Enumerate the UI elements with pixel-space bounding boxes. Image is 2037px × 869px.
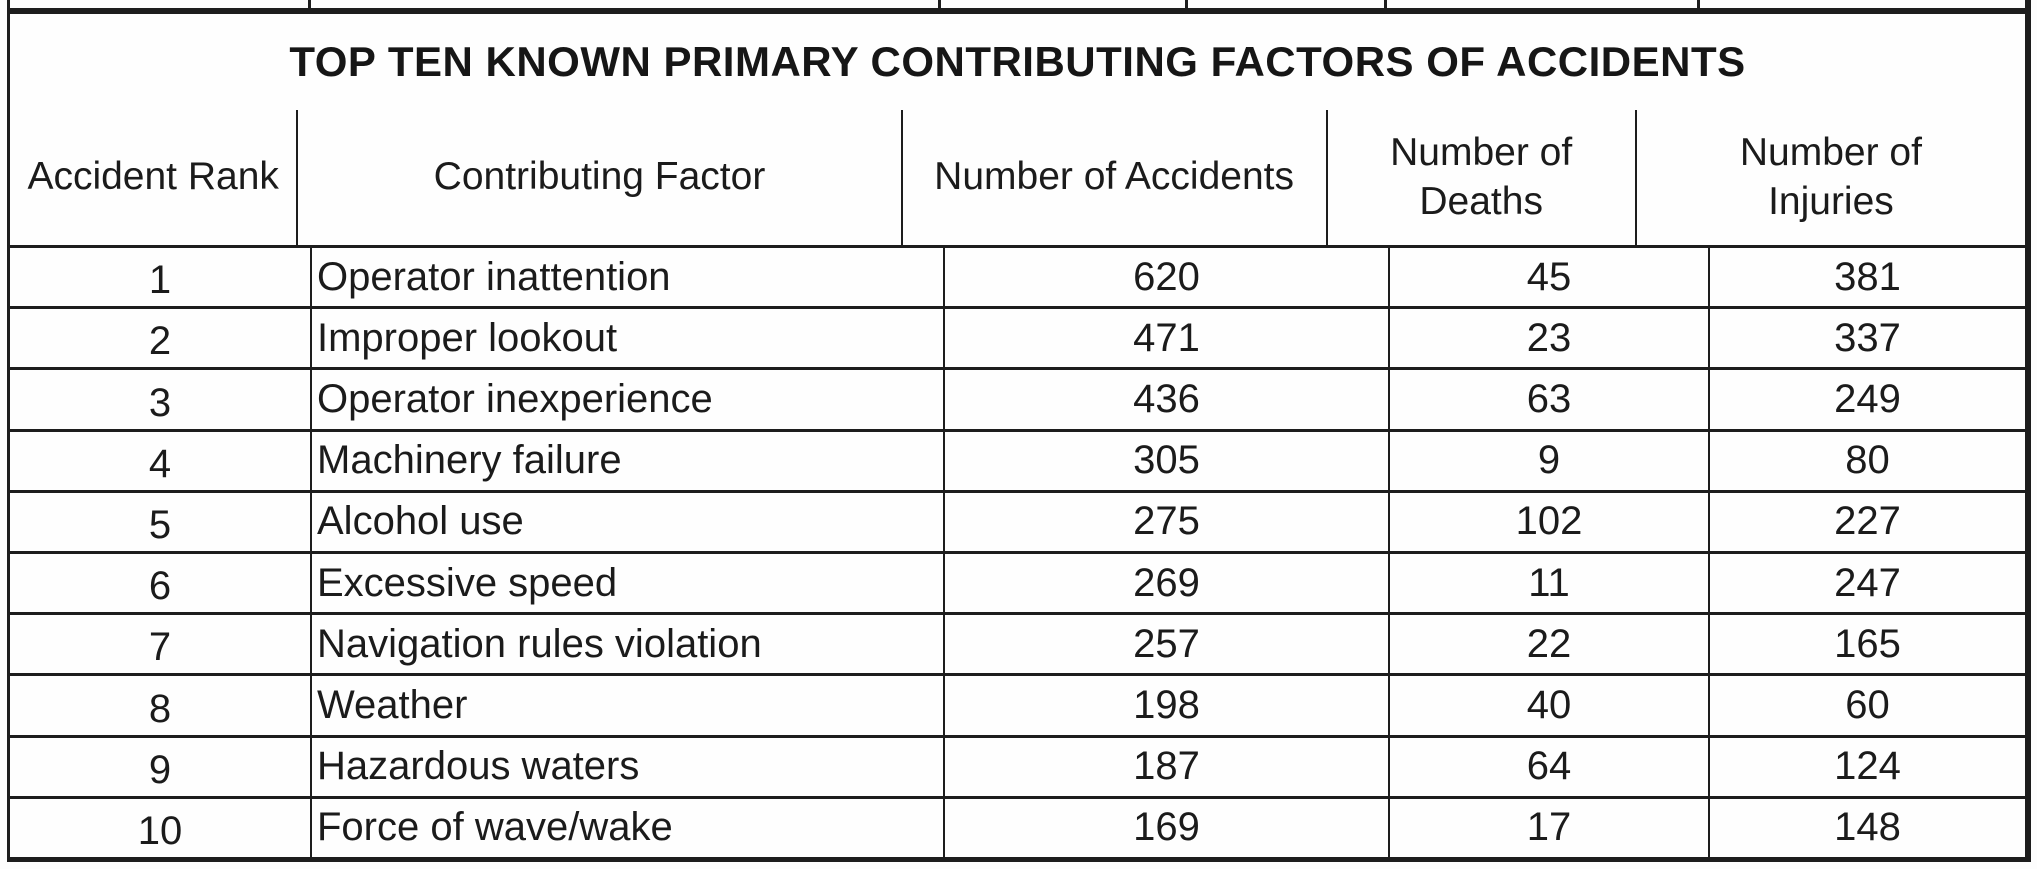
cell-accidents: 257 xyxy=(943,615,1388,674)
cell-factor: Operator inexperience xyxy=(310,370,943,429)
cell-deaths: 23 xyxy=(1388,309,1708,368)
cell-factor: Alcohol use xyxy=(310,492,943,552)
table-row: 2 Improper lookout 471 23 337 xyxy=(10,306,2025,368)
cell-rank: 5 xyxy=(148,502,172,547)
table-row: 7 Navigation rules violation 257 22 165 xyxy=(10,612,2025,674)
table-header-row: Accident Rank Contributing Factor Number… xyxy=(10,110,2025,245)
cell-accidents: 436 xyxy=(943,370,1388,429)
cell-rank: 1 xyxy=(148,258,172,303)
cell-accidents: 471 xyxy=(943,309,1388,368)
cell-accidents: 187 xyxy=(943,737,1388,796)
table-title: TOP TEN KNOWN PRIMARY CONTRIBUTING FACTO… xyxy=(289,38,1746,85)
table-row: 8 Weather 198 40 60 xyxy=(10,673,2025,735)
remnant-divider xyxy=(1697,0,1700,9)
cell-deaths: 22 xyxy=(1388,615,1708,674)
cell-accidents: 305 xyxy=(943,431,1388,490)
cell-factor: Excessive speed xyxy=(310,554,943,613)
remnant-divider xyxy=(1384,0,1387,9)
cell-factor: Hazardous waters xyxy=(310,737,943,796)
table-row: 1 Operator inattention 620 45 381 xyxy=(10,245,2025,307)
cell-factor: Weather xyxy=(310,676,943,735)
column-header-contributing-factor: Contributing Factor xyxy=(296,110,900,245)
cell-rank: 6 xyxy=(148,564,172,609)
remnant-divider xyxy=(308,0,311,9)
cell-deaths: 9 xyxy=(1388,431,1708,490)
cell-injuries: 148 xyxy=(1708,798,2025,858)
cell-injuries: 124 xyxy=(1708,737,2025,796)
cell-factor: Improper lookout xyxy=(310,309,943,368)
remnant-left-border xyxy=(7,0,10,9)
table-row: 4 Machinery failure 305 9 80 xyxy=(10,428,2025,490)
cell-factor: Force of wave/wake xyxy=(310,798,943,858)
cell-factor: Navigation rules violation xyxy=(310,615,943,674)
table-row: 6 Excessive speed 269 11 247 xyxy=(10,551,2025,613)
column-header-accident-rank: Accident Rank xyxy=(27,155,279,199)
column-header-number-of-injuries: Number of Injuries xyxy=(1634,110,2025,245)
cell-rank: 4 xyxy=(148,441,172,486)
cell-deaths: 45 xyxy=(1388,248,1708,307)
table-row: 3 Operator inexperience 436 63 249 xyxy=(10,367,2025,429)
cell-rank: 2 xyxy=(148,319,172,364)
cell-injuries: 165 xyxy=(1708,615,2025,674)
cell-deaths: 63 xyxy=(1388,370,1708,429)
column-header-number-of-accidents: Number of Accidents xyxy=(900,110,1326,245)
cell-injuries: 60 xyxy=(1708,676,2025,735)
cell-rank: 7 xyxy=(148,625,172,670)
remnant-divider xyxy=(1185,0,1188,9)
cell-injuries: 80 xyxy=(1708,431,2025,490)
cell-injuries: 381 xyxy=(1708,248,2025,307)
cell-accidents: 275 xyxy=(943,492,1388,552)
table-row: 9 Hazardous waters 187 64 124 xyxy=(10,734,2025,796)
cell-injuries: 337 xyxy=(1708,309,2025,368)
cell-rank: 3 xyxy=(148,380,172,425)
cell-deaths: 102 xyxy=(1388,492,1708,552)
cell-rank: 10 xyxy=(137,808,183,853)
cell-accidents: 620 xyxy=(943,248,1388,307)
cell-deaths: 11 xyxy=(1388,554,1708,613)
cell-factor: Operator inattention xyxy=(310,248,943,307)
cell-accidents: 269 xyxy=(943,554,1388,613)
table-row: 5 Alcohol use 275 102 227 xyxy=(10,489,2025,552)
remnant-divider xyxy=(938,0,941,9)
cell-rank: 9 xyxy=(148,747,172,792)
cell-deaths: 40 xyxy=(1388,676,1708,735)
cell-injuries: 247 xyxy=(1708,554,2025,613)
column-header-number-of-deaths: Number of Deaths xyxy=(1325,110,1635,245)
table-row: 10 Force of wave/wake 169 17 148 xyxy=(10,795,2025,858)
cell-deaths: 64 xyxy=(1388,737,1708,796)
cell-accidents: 169 xyxy=(943,798,1388,858)
cell-injuries: 249 xyxy=(1708,370,2025,429)
cell-factor: Machinery failure xyxy=(310,431,943,490)
cell-rank: 8 xyxy=(148,686,172,731)
cell-deaths: 17 xyxy=(1388,798,1708,858)
remnant-right-border xyxy=(2025,0,2031,9)
accidents-table: TOP TEN KNOWN PRIMARY CONTRIBUTING FACTO… xyxy=(7,8,2031,862)
cell-injuries: 227 xyxy=(1708,492,2025,552)
cell-accidents: 198 xyxy=(943,676,1388,735)
